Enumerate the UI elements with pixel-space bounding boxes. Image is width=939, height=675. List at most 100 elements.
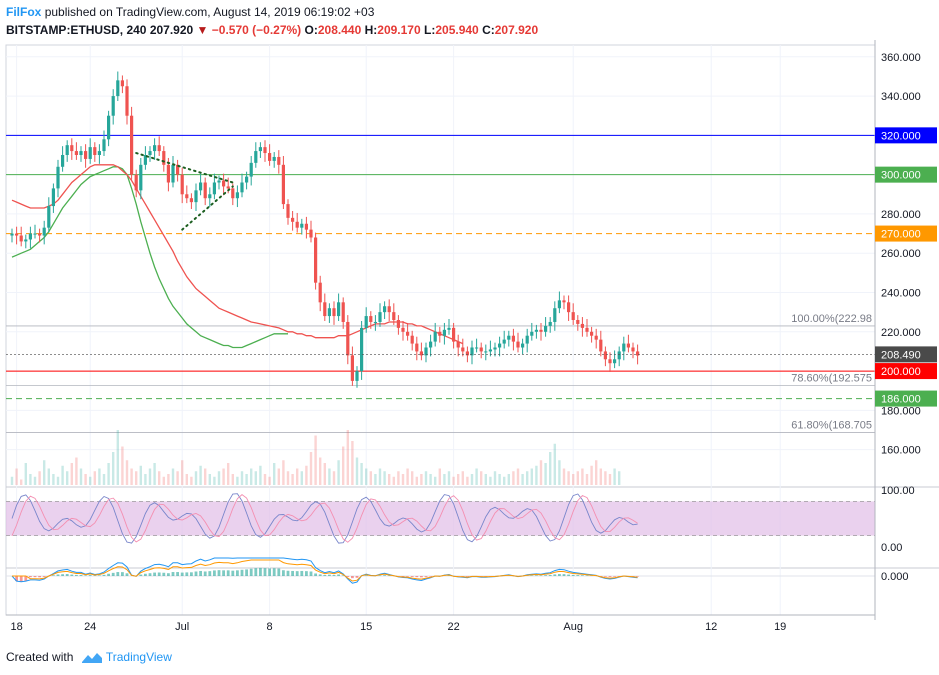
macd-histogram-bar [420,576,423,578]
candle-body [249,162,253,177]
macd-histogram-bar [585,575,589,576]
macd-histogram-bar [84,575,87,576]
candle-body [530,331,534,336]
candle-body [157,145,161,152]
volume-bar [213,476,216,485]
volume-bar [231,474,234,485]
volume-bar [355,457,359,485]
volume-bar [608,474,612,485]
publisher-name[interactable]: FilFox [6,5,42,19]
volume-bar [507,474,510,485]
macd-histogram-bar [378,575,382,576]
volume-bar [475,468,478,485]
time-tick: 18 [10,621,22,633]
volume-bar [300,471,303,485]
candle-body [373,321,377,323]
candle-body [585,327,589,332]
macd-histogram-bar [79,574,83,576]
macd-histogram-bar [415,576,419,578]
volume-bar [480,471,483,485]
macd-histogram-bar [70,574,74,576]
candle-body [130,115,134,175]
macd-histogram-bar [544,575,547,576]
volume-bar [148,468,152,485]
candle-body [364,316,368,328]
macd-histogram-bar [157,572,161,576]
high-label: H: [364,23,378,37]
macd-histogram-bar [231,570,235,576]
candle-body [626,343,630,348]
time-tick: 15 [360,621,372,633]
price-chart[interactable]: 100.00%(222.98 78.60%(192.575 61.80%(168.7… [0,40,939,640]
macd-histogram-bar [226,570,230,576]
volume-bar [420,474,423,485]
macd-histogram-bar [217,570,221,576]
close-label: C: [482,23,495,37]
candle-body [33,233,37,235]
volume-bar [171,468,175,485]
symbol-label[interactable]: BITSTAMP:ETHUSD, 240 [6,23,147,37]
candle-body [38,233,42,236]
fib-label: 61.80%(168.705 [791,420,872,432]
volume-bar [15,468,18,485]
macd-histogram-bar [328,574,331,576]
macd-histogram-bar [61,574,64,576]
time-tick: Jul [175,621,189,633]
candle-body [567,302,571,313]
candle-body [387,306,391,313]
triangle-upper-line [135,152,234,184]
volume-bar [337,460,340,485]
candle-body [254,151,258,163]
volume-bar [185,474,188,485]
tradingview-brand[interactable]: TradingView [105,650,172,664]
price-change: −0.570 (−0.27%) [211,23,302,37]
time-tick: 19 [774,621,786,633]
macd-histogram-bar [153,572,156,576]
candle-body [456,341,460,348]
price-tick: 280.000 [881,209,921,221]
stoch-k-line [11,493,638,544]
candle-body [222,180,226,187]
volume-bar [268,476,271,485]
candle-body [125,86,129,116]
macd-histogram-bar [259,567,262,576]
macd-histogram-bar [613,576,616,577]
macd-histogram-bar [102,574,106,576]
macd-histogram-bar [548,575,552,576]
candle-body [378,312,382,322]
candle-body [557,300,561,309]
volume-bar [314,435,317,485]
candle-body [392,312,396,320]
candle-body [28,233,32,240]
level-price-tag [875,363,937,380]
volume-bar [227,463,230,485]
level-price-label: 300.000 [881,170,921,182]
published-text: published on TradingView.com, August 14,… [44,5,375,19]
volume-bar [33,476,37,485]
volume-bar [535,465,538,485]
macd-histogram-bar [176,572,179,576]
volume-bar [254,471,257,485]
candle-body [507,335,511,340]
candlestick-pane: 100.00%(222.98 78.60%(192.575 61.80%(168.7… [6,45,875,615]
current-price-label: 208.490 [881,349,921,361]
volume-bar [512,471,515,485]
volume-bar [43,460,46,485]
down-triangle-icon: ▼ [196,23,209,37]
candle-body [189,198,193,203]
macd-histogram-bar [351,576,354,579]
candle-body [419,351,423,356]
volume-bar [222,468,225,485]
volume-bar [199,465,202,485]
candle-body [327,308,331,317]
candle-body [116,80,120,97]
candle-body [636,351,640,356]
volume-bar [176,471,179,485]
macd-histogram-bar [535,575,538,576]
volume-bar [590,465,593,485]
candle-body [502,339,506,344]
candle-body [479,347,483,352]
volume-bar [181,460,184,485]
volume-bar [406,468,409,485]
candle-body [272,156,276,161]
